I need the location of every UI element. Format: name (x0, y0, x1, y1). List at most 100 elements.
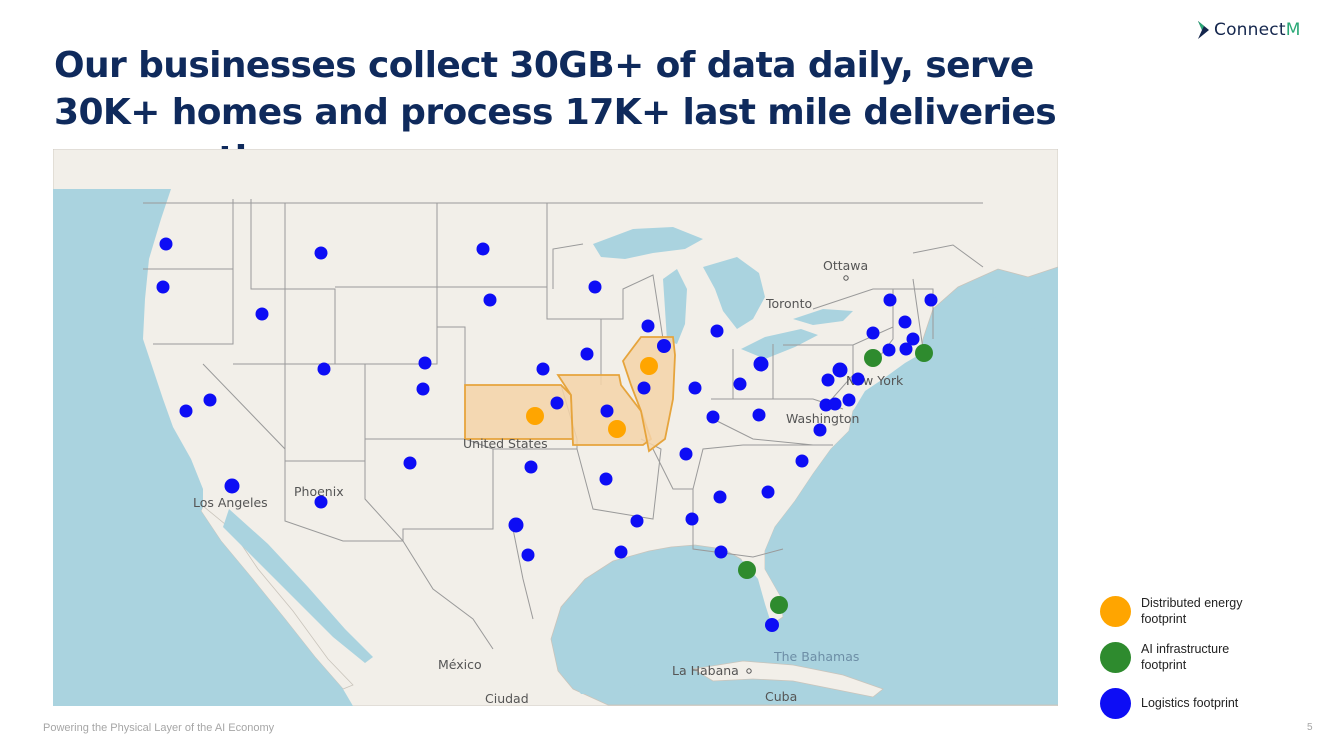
footer-tagline: Powering the Physical Layer of the AI Ec… (43, 722, 275, 734)
label-mexico: México (438, 657, 482, 672)
logistics-markers (156, 237, 938, 632)
legend-label-energy: Distributed energy footprint (1141, 596, 1243, 626)
label-ciudad: Ciudad (485, 691, 529, 706)
logistics-marker (508, 517, 524, 533)
logistics-marker (580, 347, 594, 361)
gulf-of-california (223, 509, 373, 663)
logistics-marker (536, 362, 550, 376)
logistics-marker (657, 339, 671, 353)
la-habana-marker-icon (746, 668, 752, 674)
page-number: 5 (1307, 722, 1313, 733)
ai-marker (770, 596, 788, 614)
logistics-marker (713, 490, 727, 504)
energy-marker (608, 420, 626, 438)
energy-marker (640, 357, 658, 375)
lake-michigan (663, 269, 687, 344)
logistics-marker (714, 545, 728, 559)
lake-huron (703, 257, 765, 329)
ai-markers (738, 344, 933, 614)
lake-erie (741, 329, 818, 359)
gulf-of-mexico (558, 553, 773, 694)
lake-superior (593, 227, 703, 259)
logistics-marker (752, 408, 766, 422)
logistics-marker (317, 362, 331, 376)
logistics-marker (906, 332, 920, 346)
logistics-marker (314, 495, 328, 509)
ai-marker (864, 349, 882, 367)
map-labels: Ottawa Toronto New York Washington Unite… (193, 258, 904, 706)
logistics-marker (761, 485, 775, 499)
legend-swatch-ai (1100, 641, 1131, 673)
atlantic-ocean (765, 289, 1058, 619)
logistics-marker (828, 397, 842, 411)
logistics-marker (821, 373, 835, 387)
legend-label-ai: AI infrastructure footprint (1141, 642, 1230, 672)
logistics-marker (156, 280, 170, 294)
kansas-highlight (464, 384, 574, 440)
logistics-marker (924, 293, 938, 307)
logistics-marker (255, 307, 269, 321)
logistics-marker (688, 381, 702, 395)
logistics-marker (883, 293, 897, 307)
energy-marker (526, 407, 544, 425)
lake-ontario (793, 309, 853, 325)
logistics-marker (418, 356, 432, 370)
logistics-marker (483, 293, 497, 307)
logistics-marker (179, 404, 193, 418)
logistics-marker (685, 512, 699, 526)
label-la-habana: La Habana (672, 663, 739, 678)
chevron-logo-icon (1198, 21, 1209, 39)
logistics-marker (813, 423, 827, 437)
logistics-marker (521, 548, 535, 562)
label-washington: Washington (786, 411, 859, 426)
legend-item-logistics: Logistics footprint (1100, 680, 1320, 726)
logistics-marker (476, 242, 490, 256)
logistics-marker (851, 372, 865, 386)
legend-item-ai: AI infrastructure footprint (1100, 634, 1320, 680)
legend-swatch-energy (1100, 595, 1131, 627)
map-legend: Distributed energy footprint AI infrastr… (1100, 588, 1320, 726)
logistics-marker (866, 326, 880, 340)
logistics-marker (159, 237, 173, 251)
logistics-marker (832, 362, 848, 378)
ai-marker (915, 344, 933, 362)
logistics-marker (765, 618, 779, 632)
illinois-highlight (621, 336, 676, 453)
logistics-marker (641, 319, 655, 333)
cuba-island (691, 660, 884, 698)
logistics-marker (416, 382, 430, 396)
label-ottawa: Ottawa (823, 258, 868, 273)
logistics-marker (588, 280, 602, 294)
logistics-marker (706, 410, 720, 424)
legend-item-energy: Distributed energy footprint (1100, 588, 1320, 634)
logistics-marker (203, 393, 217, 407)
logistics-marker (882, 343, 896, 357)
logistics-marker (599, 472, 613, 486)
logistics-marker (403, 456, 417, 470)
brand-logo: ConnectM (1196, 20, 1301, 40)
logistics-marker (710, 324, 724, 338)
energy-markers (526, 357, 658, 438)
logistics-marker (842, 393, 856, 407)
label-toronto: Toronto (765, 296, 812, 311)
logistics-marker (898, 315, 912, 329)
legend-swatch-logistics (1100, 687, 1131, 719)
highlighted-states (464, 336, 676, 453)
logistics-marker (637, 381, 651, 395)
brand-name: ConnectM (1214, 20, 1301, 40)
logistics-marker (550, 396, 564, 410)
logistics-marker (899, 342, 913, 356)
ottawa-marker-icon (843, 275, 849, 281)
label-cuba: Cuba (765, 689, 797, 704)
logistics-marker (224, 478, 240, 494)
label-los-angeles: Los Angeles (193, 495, 268, 510)
label-united-states: United States (463, 436, 548, 451)
logistics-marker (753, 356, 769, 372)
page-title: Our businesses collect 30GB+ of data dai… (54, 45, 1057, 180)
logistics-marker (795, 454, 809, 468)
logistics-marker (614, 545, 628, 559)
us-footprint-map: Ottawa Toronto New York Washington Unite… (53, 149, 1058, 706)
logistics-marker (524, 460, 538, 474)
label-bahamas: The Bahamas (773, 649, 859, 664)
legend-label-logistics: Logistics footprint (1141, 696, 1239, 710)
